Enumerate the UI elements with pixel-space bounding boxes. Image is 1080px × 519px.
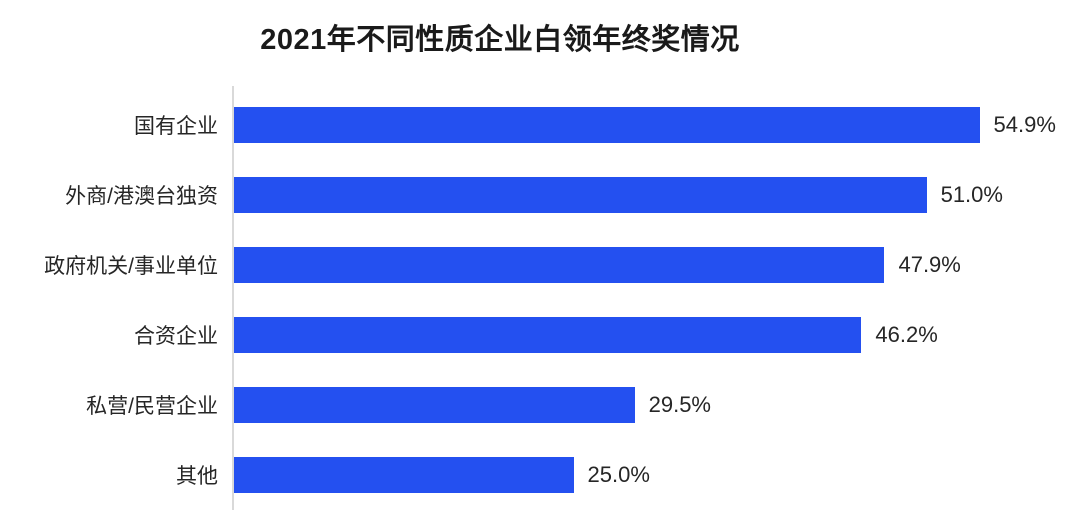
bar xyxy=(234,387,635,423)
bar-row: 私营/民营企业 29.5% xyxy=(0,370,1080,440)
category-label: 国有企业 xyxy=(134,115,218,138)
bar-track: 29.5% xyxy=(234,370,1080,440)
category-label: 合资企业 xyxy=(134,325,218,348)
bar xyxy=(234,177,927,213)
chart-title: 2021年不同性质企业白领年终奖情况 xyxy=(260,24,740,56)
bar xyxy=(234,457,574,493)
bar-row: 合资企业 46.2% xyxy=(0,300,1080,370)
bar xyxy=(234,247,885,283)
category-label: 外商/港澳台独资 xyxy=(65,185,218,208)
bar-track: 51.0% xyxy=(234,160,1080,230)
bar-row: 国有企业 54.9% xyxy=(0,90,1080,160)
bar xyxy=(234,317,862,353)
bar-rows: 国有企业 54.9% 外商/港澳台独资 51.0% 政府机关/事业单位 47.9% 合资企业… xyxy=(0,90,1080,510)
bar xyxy=(234,107,980,143)
bar-track: 47.9% xyxy=(234,230,1080,300)
bar-chart: 国有企业 54.9% 外商/港澳台独资 51.0% 政府机关/事业单位 47.9% 合资企业… xyxy=(0,86,1080,510)
value-label: 47.9% xyxy=(898,252,961,277)
value-label: 25.0% xyxy=(587,462,650,487)
category-label: 政府机关/事业单位 xyxy=(44,255,218,278)
value-label: 29.5% xyxy=(648,392,711,417)
bar-track: 25.0% xyxy=(234,440,1080,510)
y-axis-line xyxy=(232,86,234,510)
bar-track: 54.9% xyxy=(234,90,1080,160)
value-label: 46.2% xyxy=(875,322,938,347)
bar-row: 政府机关/事业单位 47.9% xyxy=(0,230,1080,300)
bar-track: 46.2% xyxy=(234,300,1080,370)
bar-row: 其他 25.0% xyxy=(0,440,1080,510)
value-label: 51.0% xyxy=(940,182,1003,207)
category-label: 其他 xyxy=(176,465,218,488)
value-label: 54.9% xyxy=(993,112,1056,137)
category-label: 私营/民营企业 xyxy=(86,395,218,418)
bar-row: 外商/港澳台独资 51.0% xyxy=(0,160,1080,230)
